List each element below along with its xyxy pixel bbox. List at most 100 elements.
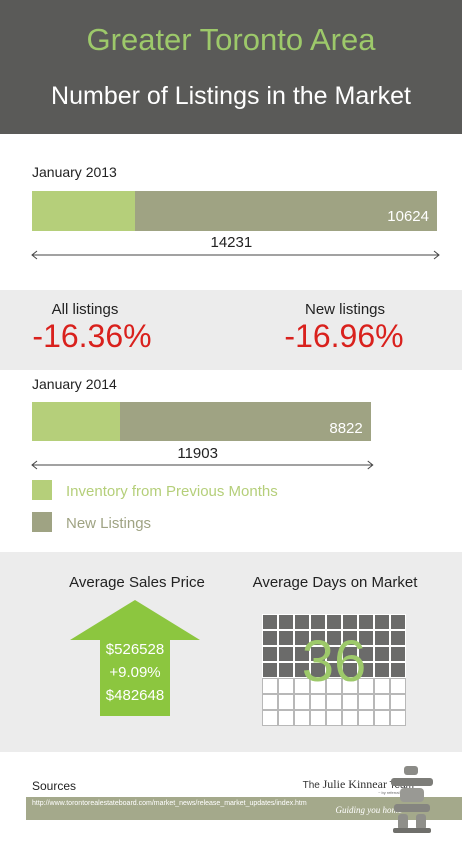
price-current: $526528 <box>105 641 165 658</box>
all-listings-change: -16.36% <box>32 318 152 354</box>
inukshuk-logo-icon <box>391 766 433 833</box>
grid-cell <box>390 646 406 662</box>
grid-cell <box>310 614 326 630</box>
grid-cell <box>294 694 310 710</box>
total-arrow-2013 <box>31 250 440 260</box>
period-label-2014: January 2014 <box>32 376 117 392</box>
grid-cell <box>278 630 294 646</box>
grid-cell <box>342 694 358 710</box>
grid-cell <box>358 630 374 646</box>
grid-cell <box>390 662 406 678</box>
grid-cell <box>358 662 374 678</box>
grid-cell <box>374 646 390 662</box>
avg-days-label: Average Days on Market <box>252 574 418 591</box>
grid-cell <box>326 614 342 630</box>
grid-cell <box>294 710 310 726</box>
total-arrow-head <box>367 460 374 470</box>
page-title: Greater Toronto Area <box>86 22 376 57</box>
grid-cell <box>342 646 358 662</box>
grid-cell <box>294 662 310 678</box>
grid-cell <box>294 630 310 646</box>
grid-cell <box>326 630 342 646</box>
grid-cell <box>326 678 342 694</box>
grid-cell <box>278 710 294 726</box>
grid-cell <box>326 662 342 678</box>
grid-cell <box>358 646 374 662</box>
grid-cell <box>374 694 390 710</box>
avg-price-label: Average Sales Price <box>69 574 205 591</box>
grid-cell <box>262 678 278 694</box>
grid-cell <box>262 630 278 646</box>
source-link[interactable]: http://www.torontorealestateboard.com/ma… <box>32 800 307 807</box>
grid-cell <box>374 710 390 726</box>
sources-title: Sources <box>32 779 77 793</box>
bar-new-listings-2014 <box>119 402 371 441</box>
grid-cell <box>278 614 294 630</box>
legend-label-inventory: Inventory from Previous Months <box>66 483 278 500</box>
legend-swatch-new <box>32 512 52 532</box>
total-arrow-2014 <box>31 460 374 470</box>
grid-cell <box>342 614 358 630</box>
total-arrow-head <box>433 250 440 260</box>
grid-cell <box>294 646 310 662</box>
days-grid <box>262 614 406 726</box>
grid-cell <box>262 614 278 630</box>
grid-cell <box>326 710 342 726</box>
grid-cell <box>390 614 406 630</box>
brand-name-main: Julie Kinnear <box>322 777 387 791</box>
period-label-2013: January 2013 <box>32 164 117 180</box>
bar-new-listings-2013 <box>134 191 437 231</box>
grid-cell <box>358 614 374 630</box>
grid-cell <box>278 694 294 710</box>
grid-cell <box>342 662 358 678</box>
grid-cell <box>374 630 390 646</box>
grid-cell <box>262 694 278 710</box>
grid-cell <box>310 710 326 726</box>
grid-cell <box>294 678 310 694</box>
grid-cell <box>278 646 294 662</box>
new-listings-change: -16.96% <box>284 318 404 354</box>
page-subtitle: Number of Listings in the Market <box>51 82 411 110</box>
bar-inventory-2013 <box>32 191 135 231</box>
grid-cell <box>294 614 310 630</box>
footer-band <box>26 797 462 820</box>
grid-cell <box>374 662 390 678</box>
grid-cell <box>310 630 326 646</box>
new-listings-label: New listings <box>304 301 386 318</box>
price-values: $526528 +9.09% $482648 <box>70 641 200 704</box>
change-panel <box>0 290 462 370</box>
grid-cell <box>390 694 406 710</box>
grid-cell <box>310 678 326 694</box>
grid-cell <box>278 662 294 678</box>
brand-subline: ~ by referral only™ <box>378 790 412 795</box>
brand-tagline: Guiding you home <box>335 805 403 815</box>
price-change: +9.09% <box>109 664 161 681</box>
total-arrow-head <box>31 250 38 260</box>
grid-cell <box>358 710 374 726</box>
grid-cell <box>262 662 278 678</box>
new-listings-value-2013: 10624 <box>387 208 429 225</box>
days-value: 36 <box>301 629 367 694</box>
grid-cell <box>326 694 342 710</box>
grid-cell <box>390 630 406 646</box>
grid-cell <box>342 678 358 694</box>
bar-inventory-2014 <box>32 402 120 441</box>
legend-label-new: New Listings <box>66 515 152 532</box>
grid-cell <box>262 710 278 726</box>
grid-cell <box>342 630 358 646</box>
total-value-2013: 14231 <box>204 234 259 251</box>
up-arrow-icon <box>70 600 200 716</box>
grid-cell <box>262 646 278 662</box>
grid-cell <box>390 678 406 694</box>
grid-cell <box>326 646 342 662</box>
grid-cell <box>374 614 390 630</box>
grid-cell <box>310 662 326 678</box>
price-previous: $482648 <box>105 687 165 704</box>
grid-cell <box>374 678 390 694</box>
grid-cell <box>310 694 326 710</box>
legend-swatch-inventory <box>32 480 52 500</box>
total-value-2014: 11903 <box>171 445 224 462</box>
header-banner <box>0 0 462 134</box>
grid-cell <box>358 678 374 694</box>
grid-cell <box>278 678 294 694</box>
